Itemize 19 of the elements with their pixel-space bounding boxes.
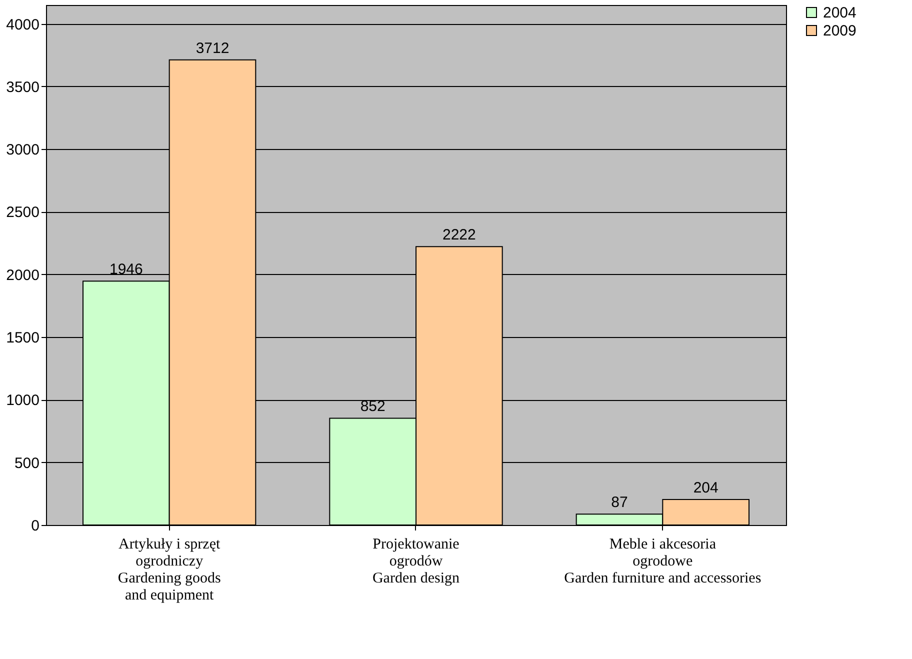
- x-tick-label: Artykuły i sprzęt ogrodniczy Gardening goods and equipment: [118, 536, 221, 604]
- y-tick-label: 2500: [6, 204, 40, 222]
- data-label: 2222: [442, 226, 476, 244]
- y-tick-label: 3000: [6, 142, 40, 159]
- data-label: 1946: [109, 261, 143, 278]
- y-tick-label: 3500: [6, 78, 40, 96]
- y-tick-label: 4000: [6, 16, 40, 34]
- y-tick-label: 2000: [6, 266, 40, 284]
- legend-label: 2009: [823, 22, 856, 40]
- x-tick-label: Projektowanie ogrodów Garden design: [372, 536, 460, 586]
- y-tick-label: 1500: [6, 330, 40, 347]
- data-label: 3712: [196, 40, 230, 57]
- data-label: 204: [693, 479, 718, 496]
- y-tick-label: 500: [14, 454, 40, 472]
- x-tick-label: Meble i akcesoria ogrodowe Garden furniture and accessories: [564, 536, 762, 586]
- data-label: 87: [611, 494, 628, 512]
- legend-label: 2004: [823, 4, 856, 22]
- y-tick-label: 1000: [6, 392, 40, 410]
- y-tick-label: 0: [31, 518, 40, 534]
